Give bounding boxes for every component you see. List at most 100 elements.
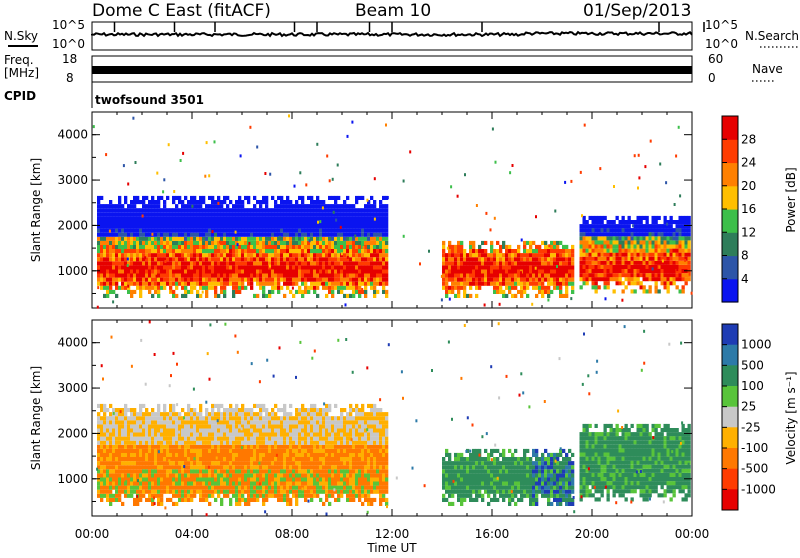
power-scatter-cell — [127, 258, 129, 261]
power-cell — [310, 245, 313, 249]
velocity-cell — [163, 424, 166, 428]
nsky-trace-line — [92, 32, 692, 36]
velocity-cell — [121, 445, 124, 449]
power-cell — [172, 282, 175, 286]
power-cell — [289, 220, 292, 224]
velocity-cell — [142, 473, 145, 477]
power-cell — [610, 269, 613, 273]
power-cell — [319, 257, 322, 261]
power-cell — [361, 257, 364, 261]
power-cell — [463, 257, 466, 261]
power-cell — [589, 232, 592, 236]
power-cell — [268, 290, 271, 294]
velocity-cell — [100, 437, 103, 441]
power-cell — [229, 261, 232, 265]
velocity-cell — [211, 494, 214, 498]
velocity-cell — [112, 477, 115, 481]
power-cell — [100, 245, 103, 249]
power-cell — [301, 249, 304, 253]
power-cell — [538, 265, 541, 269]
power-cell — [379, 274, 382, 278]
power-cell — [502, 257, 505, 261]
velocity-cell — [193, 420, 196, 424]
power-cell — [133, 290, 136, 294]
power-cell — [220, 216, 223, 220]
velocity-cell — [262, 428, 265, 432]
power-cell — [673, 249, 676, 253]
velocity-cell — [193, 416, 196, 420]
power-scatter-cell — [659, 163, 661, 166]
velocity-cell — [220, 477, 223, 481]
velocity-cell — [118, 437, 121, 441]
power-cell — [676, 224, 679, 228]
power-cell — [256, 200, 259, 204]
power-cell — [565, 245, 568, 249]
power-cell — [517, 261, 520, 265]
power-cell — [658, 245, 661, 249]
power-cell — [136, 249, 139, 253]
velocity-cell — [271, 465, 274, 469]
velocity-cell — [223, 445, 226, 449]
power-cell — [493, 269, 496, 273]
power-cell — [226, 274, 229, 278]
power-cell — [100, 225, 103, 229]
power-cell — [313, 269, 316, 273]
power-cell — [118, 233, 121, 237]
power-cell — [313, 249, 316, 253]
power-scatter-cell — [340, 226, 342, 229]
power-cell — [457, 290, 460, 294]
velocity-cell — [211, 482, 214, 486]
power-cell — [379, 220, 382, 224]
velocity-cell — [277, 498, 280, 502]
power-cell — [235, 204, 238, 208]
velocity-cell — [274, 412, 277, 416]
power-cell — [226, 212, 229, 216]
velocity-cell — [229, 449, 232, 453]
power-cell — [664, 236, 667, 240]
power-cell — [277, 282, 280, 286]
power-cell — [145, 241, 148, 245]
power-cell — [457, 245, 460, 249]
power-cell — [505, 282, 508, 286]
velocity-cell — [271, 420, 274, 424]
power-cell — [118, 200, 121, 204]
power-cell — [598, 261, 601, 265]
power-cell — [364, 220, 367, 224]
power-cell — [613, 224, 616, 228]
velocity-cell — [112, 461, 115, 465]
power-cell — [268, 237, 271, 241]
velocity-cell — [283, 490, 286, 494]
velocity-cell — [172, 420, 175, 424]
power-cell — [100, 241, 103, 245]
power-cell — [229, 274, 232, 278]
power-cell — [190, 290, 193, 294]
power-cell — [139, 253, 142, 257]
velocity-cell — [205, 486, 208, 490]
power-cell — [250, 253, 253, 257]
power-cell — [262, 265, 265, 269]
power-scatter-cell — [127, 285, 129, 288]
velocity-cell — [103, 461, 106, 465]
power-cell — [616, 257, 619, 261]
power-cell — [283, 204, 286, 208]
velocity-cell — [172, 437, 175, 441]
power-cell — [166, 269, 169, 273]
velocity-cell — [226, 465, 229, 469]
velocity-cell — [244, 502, 247, 506]
power-cell — [148, 245, 151, 249]
power-cell — [247, 253, 250, 257]
velocity-cell — [229, 441, 232, 445]
power-cell — [328, 233, 331, 237]
power-cell — [154, 261, 157, 265]
power-cell — [379, 265, 382, 269]
power-cell — [454, 294, 457, 298]
power-cell — [118, 241, 121, 245]
power-cell — [142, 200, 145, 204]
power-cell — [688, 220, 691, 224]
velocity-cell — [280, 416, 283, 420]
power-cell — [241, 274, 244, 278]
power-cell — [316, 245, 319, 249]
power-cell — [376, 216, 379, 220]
power-cell — [613, 261, 616, 265]
velocity-cell — [202, 490, 205, 494]
